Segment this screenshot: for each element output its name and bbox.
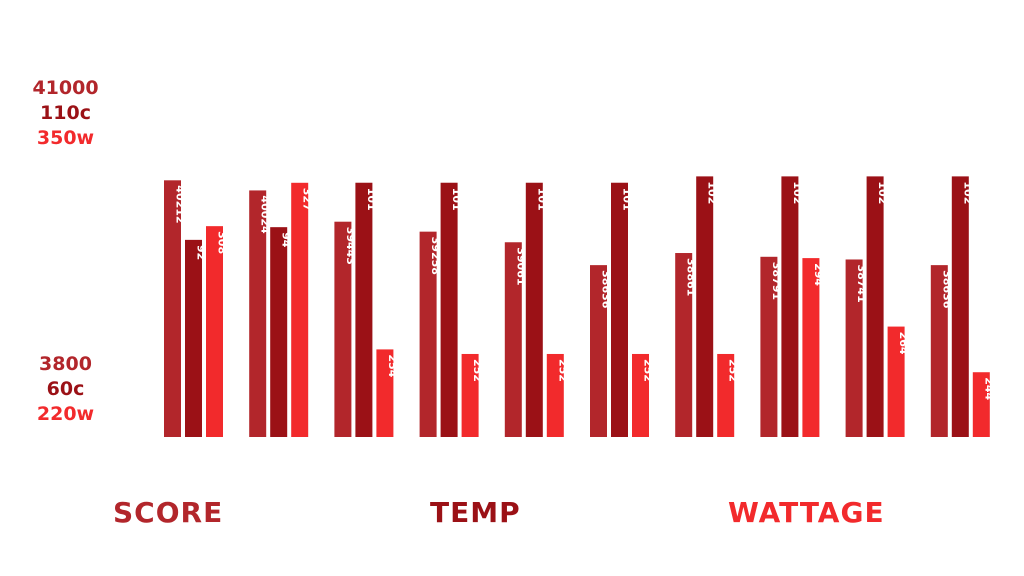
bar-temp-4: [440, 182, 458, 437]
bar-score-3: [334, 221, 352, 437]
bar-wattage-5: [546, 353, 564, 437]
bar-score-7: [675, 253, 693, 437]
bar-wattage-8: [802, 258, 820, 437]
data-label-wattage-7: 252: [727, 359, 740, 382]
data-label-score-5: 39061: [514, 247, 527, 285]
legend-temp: TEMP: [430, 496, 521, 529]
bar-temp-7: [696, 176, 714, 437]
legend-score: SCORE: [113, 496, 224, 529]
bar-temp-10: [951, 176, 969, 437]
wattage-max-label: 350w: [36, 127, 95, 149]
y-axis-max-labels: 41000 110c 350w: [18, 76, 113, 151]
bar-temp-6: [611, 182, 628, 437]
bar-wattage-7: [717, 353, 735, 437]
bar-wattage-9: [887, 326, 905, 437]
data-label-wattage-9: 264: [897, 332, 910, 355]
data-label-wattage-4: 252: [471, 359, 484, 382]
data-label-score-6: 38636: [600, 270, 613, 309]
data-label-temp-9: 102: [876, 181, 889, 204]
data-label-temp-4: 101: [450, 188, 463, 211]
wattage-min-label: 220w: [36, 403, 95, 425]
bar-temp-2: [270, 227, 288, 437]
data-label-score-8: 38791: [770, 262, 783, 300]
data-label-wattage-6: 252: [642, 359, 655, 382]
bar-score-10: [930, 265, 948, 437]
score-min-label: 3800: [39, 353, 92, 375]
bar-temp-5: [525, 182, 543, 437]
bar-wattage-10: [972, 372, 990, 437]
data-label-score-7: 38861: [685, 258, 698, 296]
data-label-temp-6: 101: [621, 188, 634, 211]
data-label-temp-3: 101: [365, 188, 378, 211]
data-label-score-10: 38636: [940, 270, 953, 309]
data-label-temp-5: 101: [535, 188, 548, 211]
bar-score-2: [249, 190, 267, 437]
data-label-wattage-10: 244: [982, 377, 995, 400]
data-label-temp-8: 102: [791, 181, 804, 204]
bar-wattage-2: [291, 182, 309, 437]
data-label-wattage-8: 294: [812, 263, 825, 286]
bar-temp-9: [866, 176, 884, 437]
bar-score-9: [845, 259, 863, 437]
data-label-temp-7: 102: [706, 181, 719, 204]
data-label-score-2: 40024: [259, 195, 272, 234]
bar-wattage-3: [376, 349, 394, 437]
bar-temp-3: [355, 182, 373, 437]
bar-wattage-6: [632, 353, 649, 437]
data-label-temp-2: 94: [280, 232, 293, 248]
score-max-label: 41000: [32, 77, 99, 99]
temp-min-label: 60c: [46, 378, 85, 400]
data-label-temp-1: 92: [195, 245, 208, 260]
data-label-score-3: 39443: [344, 227, 357, 265]
bar-score-5: [504, 242, 522, 437]
bar-wattage-4: [461, 353, 479, 437]
data-label-temp-10: 102: [961, 181, 974, 204]
data-label-score-1: 40212: [174, 185, 187, 223]
bar-temp-1: [185, 239, 202, 437]
bar-score-6: [590, 265, 607, 437]
bar-score-1: [164, 180, 181, 437]
data-label-wattage-5: 252: [556, 359, 569, 382]
data-label-score-4: 39258: [429, 237, 442, 275]
data-label-wattage-1: 308: [216, 231, 229, 254]
y-axis-min-labels: 3800 60c 220w: [18, 352, 113, 427]
data-label-wattage-2: 327: [301, 188, 314, 211]
data-label-wattage-3: 254: [386, 354, 399, 377]
bar-temp-8: [781, 176, 799, 437]
bar-wattage-1: [206, 226, 223, 437]
data-label-score-9: 38741: [855, 264, 868, 302]
bar-score-8: [760, 256, 778, 437]
temp-max-label: 110c: [40, 102, 91, 124]
legend-wattage: WATTAGE: [728, 496, 885, 529]
bar-score-4: [419, 231, 437, 437]
